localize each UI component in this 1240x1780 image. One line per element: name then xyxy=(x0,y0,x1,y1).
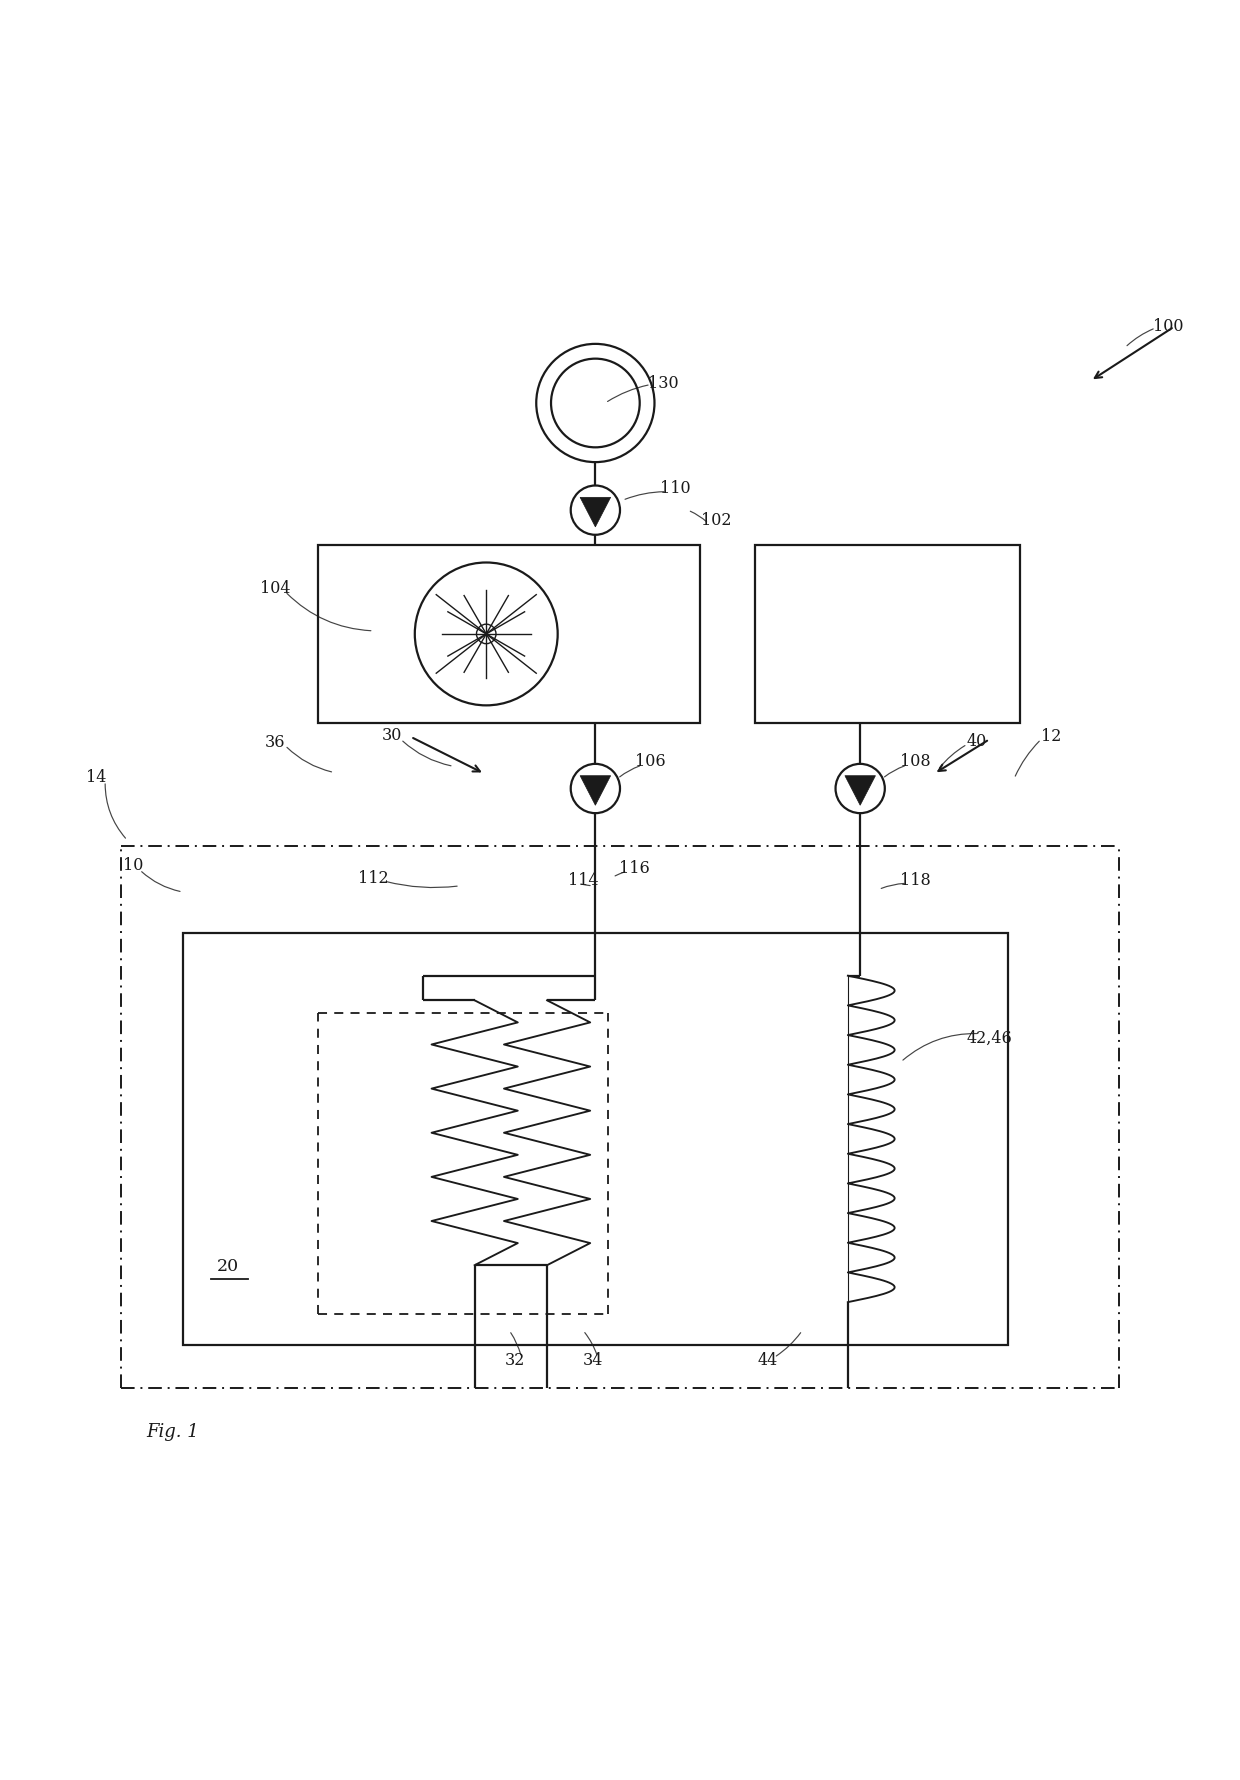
Bar xyxy=(755,545,1021,724)
Text: 10: 10 xyxy=(123,856,144,874)
Text: 130: 130 xyxy=(647,374,678,392)
Text: 118: 118 xyxy=(900,872,931,888)
Text: 14: 14 xyxy=(87,769,107,785)
Text: 104: 104 xyxy=(260,580,290,596)
Circle shape xyxy=(570,486,620,536)
Text: 34: 34 xyxy=(583,1351,603,1369)
Text: 32: 32 xyxy=(505,1351,526,1369)
Text: 42,46: 42,46 xyxy=(967,1029,1012,1047)
Polygon shape xyxy=(844,776,875,806)
Text: 108: 108 xyxy=(900,753,931,769)
Circle shape xyxy=(836,764,885,813)
Text: 112: 112 xyxy=(358,869,389,886)
Polygon shape xyxy=(580,498,610,527)
Text: 30: 30 xyxy=(382,726,402,744)
Polygon shape xyxy=(580,776,610,806)
Text: 36: 36 xyxy=(265,733,285,751)
Text: 44: 44 xyxy=(758,1351,777,1369)
Text: 40: 40 xyxy=(967,733,987,749)
Text: 106: 106 xyxy=(635,753,666,769)
Text: 114: 114 xyxy=(568,872,599,888)
Text: Fig. 1: Fig. 1 xyxy=(146,1422,198,1440)
Text: 100: 100 xyxy=(1153,317,1183,335)
Bar xyxy=(182,933,1008,1346)
Text: 110: 110 xyxy=(660,481,691,497)
Text: 102: 102 xyxy=(701,513,732,529)
Text: 20: 20 xyxy=(217,1257,239,1274)
Text: 116: 116 xyxy=(620,860,650,876)
Bar xyxy=(319,545,701,724)
Text: 12: 12 xyxy=(1040,728,1061,744)
Circle shape xyxy=(570,764,620,813)
